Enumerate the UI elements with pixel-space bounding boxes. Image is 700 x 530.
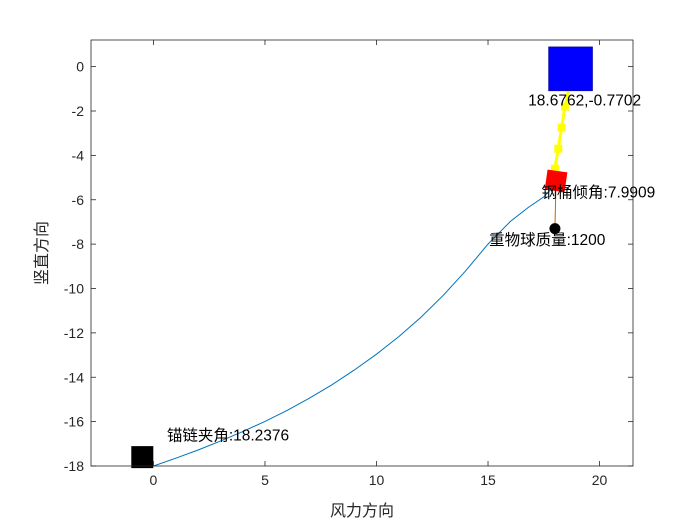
x-tick-label-3: 15	[480, 472, 496, 488]
y-tick-label-0: 0	[76, 59, 84, 75]
y-tick-label-5: -10	[64, 281, 84, 297]
y-axis-label: 竖直方向	[32, 221, 51, 285]
y-tick-label-4: -8	[72, 236, 85, 252]
drum-marker	[544, 169, 568, 193]
anchor-marker	[131, 446, 154, 469]
y-tick-label-6: -12	[64, 325, 84, 341]
x-tick-label-1: 5	[261, 472, 269, 488]
weight-ball-marker	[549, 223, 561, 235]
annotation-0: 18.6762,-0.7702	[528, 92, 641, 109]
chain-point-marker-1	[560, 102, 569, 111]
x-axis-label: 风力方向	[330, 501, 394, 520]
y-tick-label-3: -6	[72, 192, 85, 208]
y-tick-label-9: -18	[64, 458, 84, 474]
chain-point-marker-4	[550, 164, 559, 173]
y-tick-label-8: -16	[64, 414, 84, 430]
plot-area-background	[91, 40, 633, 466]
chain-point-marker-3	[554, 144, 563, 153]
annotation-1: 钢桶倾角:7.9909	[542, 184, 656, 202]
x-tick-label-2: 10	[369, 472, 385, 488]
chain-point-marker-2	[557, 123, 566, 132]
y-tick-label-1: -2	[72, 103, 85, 119]
plot-box	[90, 39, 634, 467]
x-tick-label-4: 20	[592, 472, 608, 488]
y-tick-label-7: -14	[64, 369, 84, 385]
annotation-3: 锚链夹角:18.2376	[167, 426, 289, 444]
buoy-marker	[548, 46, 593, 92]
y-tick-label-2: -4	[72, 147, 85, 163]
annotation-2: 重物球质量:1200	[489, 231, 606, 249]
series-line-0	[153, 187, 554, 467]
x-tick-label-0: 0	[150, 472, 158, 488]
